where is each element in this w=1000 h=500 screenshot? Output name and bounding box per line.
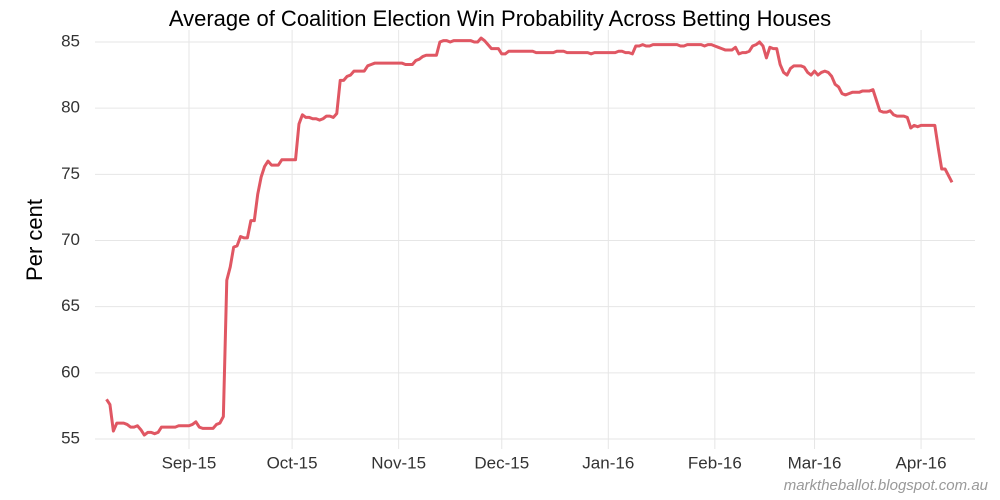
y-axis-label: Per cent [22,199,47,281]
y-tick-label: 80 [61,98,80,117]
x-tick-label: Feb-16 [688,453,742,472]
x-tick-label: Sep-15 [162,453,217,472]
x-tick-label: Apr-16 [896,453,947,472]
y-tick-label: 55 [61,428,80,447]
source-note: marktheballot.blogspot.com.au [784,477,989,494]
x-tick-label: Dec-15 [474,453,529,472]
x-tick-label: Oct-15 [267,453,318,472]
x-tick-label: Nov-15 [371,453,426,472]
y-tick-label: 65 [61,296,80,315]
y-tick-label: 75 [61,164,80,183]
y-tick-label: 60 [61,362,80,381]
x-tick-label: Mar-16 [788,453,842,472]
y-tick-label: 85 [61,31,80,50]
x-tick-label: Jan-16 [582,453,634,472]
data-line [105,36,954,437]
chart-title: Average of Coalition Election Win Probab… [169,6,831,31]
y-tick-label: 70 [61,230,80,249]
